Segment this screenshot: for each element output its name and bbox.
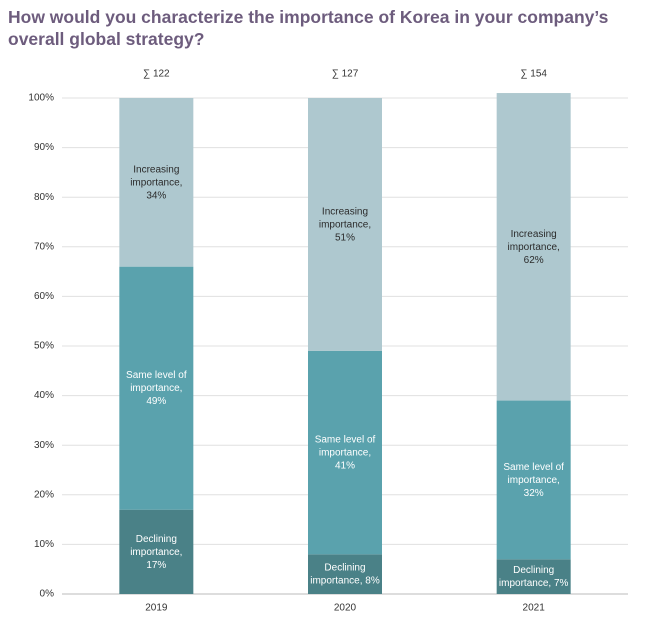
data-label-line: importance,: [130, 546, 182, 557]
data-label: Increasing importance, 51%: [319, 206, 371, 243]
data-label-line: Same level of: [503, 462, 564, 473]
total-label: ∑ 127: [332, 69, 359, 80]
bar-segment: [308, 350, 382, 555]
data-label-line: 32%: [524, 488, 544, 499]
data-label-line: 62%: [524, 254, 544, 265]
x-tick-label: 2020: [334, 603, 357, 614]
data-label: Declining importance, 8%: [310, 562, 380, 586]
bar-segment: [119, 266, 194, 510]
data-label-line: importance,: [319, 219, 371, 230]
total-label: ∑ 154: [520, 69, 547, 80]
y-tick-label: 80%: [34, 192, 54, 203]
y-tick-label: 40%: [34, 390, 54, 401]
bar-segment: [496, 559, 571, 594]
bar-segment: [308, 98, 382, 351]
y-tick-label: 100%: [28, 93, 54, 104]
data-label-line: importance, 7%: [499, 578, 569, 589]
data-label-line: Increasing: [133, 164, 179, 175]
bar-segment: [119, 98, 194, 267]
y-tick-label: 20%: [34, 489, 54, 500]
data-label: Increasing importance, 34%: [130, 164, 182, 201]
data-label-line: Declining: [136, 533, 177, 544]
x-tick-label: 2019: [145, 603, 168, 614]
data-label-line: importance,: [130, 383, 182, 394]
data-label: Same level of importance, 32%: [503, 462, 564, 499]
y-tick-label: 90%: [34, 142, 54, 153]
y-tick-label: 60%: [34, 291, 54, 302]
data-label-line: 34%: [146, 190, 166, 201]
data-label-line: Same level of: [126, 370, 187, 381]
x-tick-label: 2021: [523, 603, 546, 614]
y-tick-label: 30%: [34, 440, 54, 451]
data-label-line: importance,: [508, 475, 560, 486]
y-tick-label: 10%: [34, 539, 54, 550]
bar-segment: [496, 93, 571, 401]
data-label-line: Declining: [324, 562, 365, 573]
bar-segment: [308, 554, 382, 594]
data-label-line: 41%: [335, 460, 355, 471]
data-label: Same level of importance, 41%: [315, 434, 376, 471]
bar-segment: [496, 400, 571, 560]
y-tick-label: 50%: [34, 341, 54, 352]
data-label-line: importance, 8%: [310, 575, 380, 586]
data-label-line: 51%: [335, 232, 355, 243]
data-label-line: importance,: [508, 241, 560, 252]
data-label-line: Increasing: [322, 206, 368, 217]
data-label-line: importance,: [130, 177, 182, 188]
bar-segment: [119, 509, 194, 594]
data-label: Same level of importance, 49%: [126, 370, 187, 407]
data-label-line: Increasing: [511, 228, 557, 239]
y-tick-label: 0%: [40, 589, 55, 600]
data-label-line: importance,: [319, 447, 371, 458]
data-label: Declining importance, 7%: [499, 565, 569, 589]
total-label: ∑ 122: [143, 69, 170, 80]
data-label: Increasing importance, 62%: [508, 228, 560, 265]
data-label: Declining importance, 17%: [130, 533, 182, 570]
data-label-line: Declining: [513, 565, 554, 576]
data-label-line: Same level of: [315, 434, 376, 445]
chart-title: How would you characterize the importanc…: [8, 7, 609, 49]
data-label-line: 49%: [146, 396, 166, 407]
y-tick-label: 70%: [34, 241, 54, 252]
data-label-line: 17%: [146, 559, 166, 570]
